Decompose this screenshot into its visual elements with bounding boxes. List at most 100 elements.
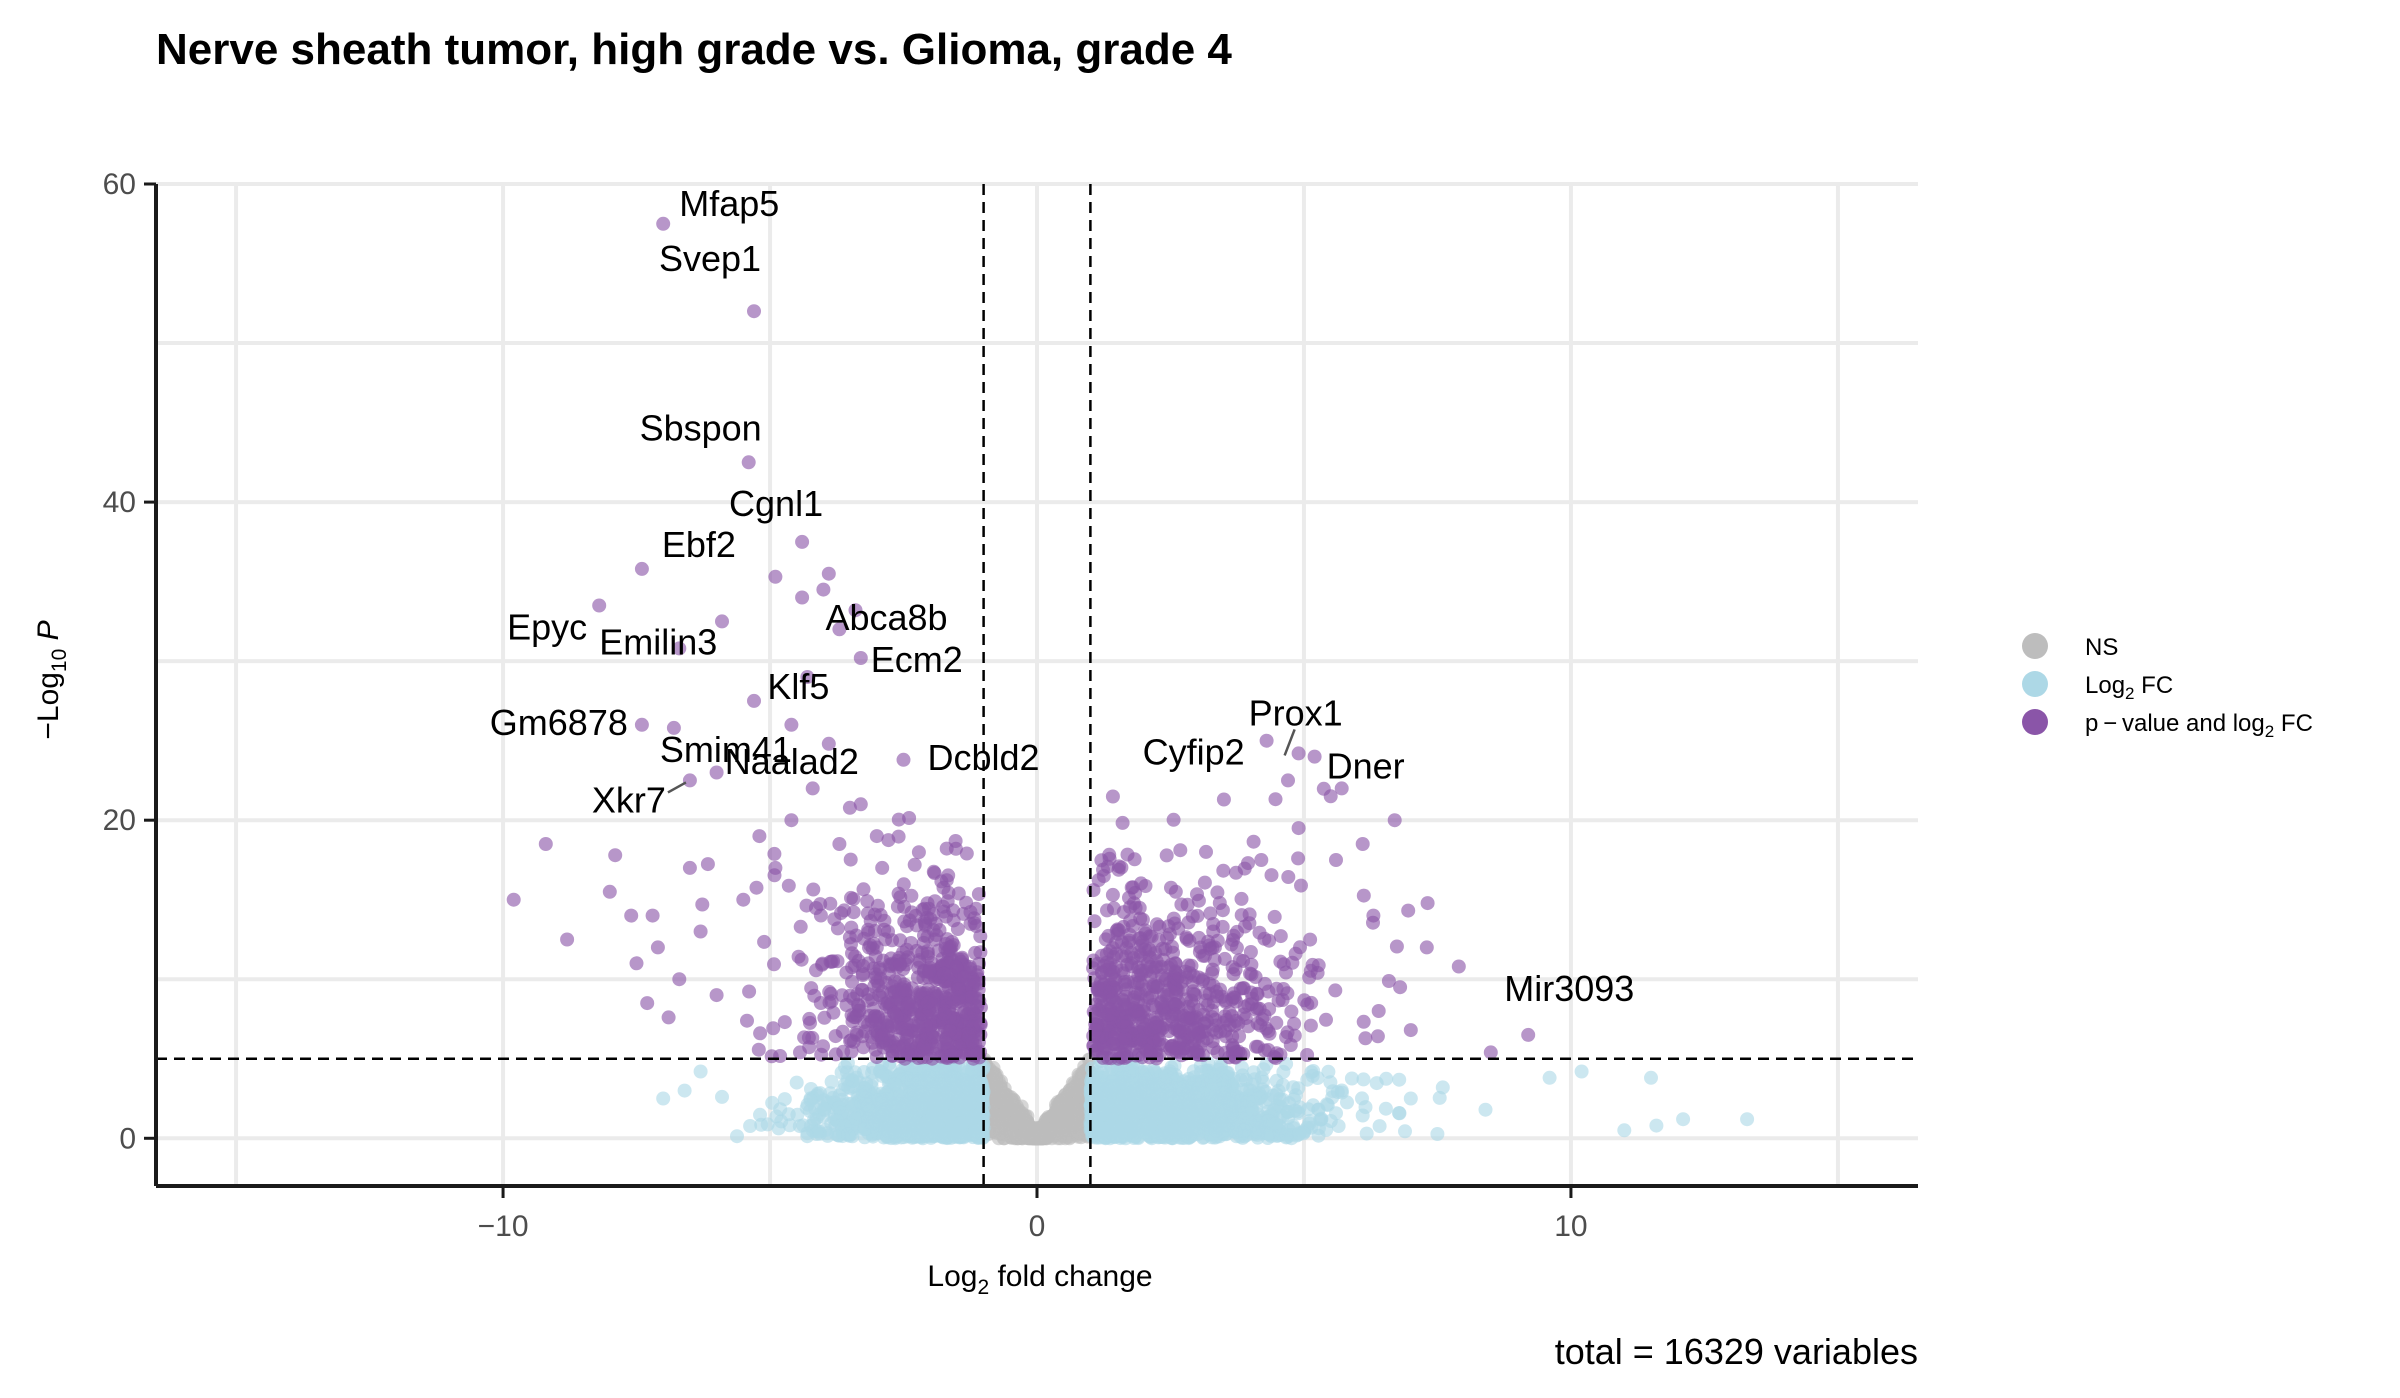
log2fc-point	[1392, 1106, 1407, 1121]
log2fc-point	[954, 1116, 968, 1131]
log2fc-point	[1276, 1064, 1291, 1079]
significant-point	[793, 919, 808, 934]
log2fc-point	[1227, 1123, 1242, 1138]
log2fc-point	[1372, 1119, 1387, 1134]
significant-point	[823, 896, 838, 911]
log2fc-point	[1235, 1082, 1250, 1097]
significant-point	[802, 1040, 817, 1055]
significant-point	[1303, 1018, 1318, 1033]
log2fc-point	[1251, 1125, 1266, 1140]
log2fc-point	[803, 1093, 818, 1108]
significant-point	[891, 829, 906, 844]
log2fc-point	[1617, 1123, 1632, 1138]
significant-point	[753, 1026, 768, 1041]
significant-point	[1212, 896, 1227, 910]
log2fc-point	[871, 1110, 886, 1124]
log2fc-point	[753, 1107, 767, 1122]
log2fc-point	[1378, 1101, 1393, 1116]
log2fc-point	[1138, 1070, 1152, 1085]
significant-point	[1328, 983, 1343, 998]
log2fc-point	[677, 1083, 692, 1098]
log2fc-point	[1392, 1072, 1407, 1087]
significant-point	[1389, 939, 1404, 954]
log2fc-point	[941, 1109, 956, 1124]
log2fc-point	[1110, 1123, 1125, 1138]
log2fc-point	[939, 1063, 954, 1078]
log2fc-point	[1359, 1126, 1374, 1141]
grid-lines	[156, 182, 1918, 1186]
ns-point	[1007, 1103, 1022, 1118]
log2fc-point	[1245, 1102, 1260, 1117]
significant-point	[751, 1042, 766, 1057]
significant-point	[1105, 789, 1120, 804]
chart-title: Nerve sheath tumor, high grade vs. Gliom…	[156, 25, 1232, 74]
ns-point	[1058, 1122, 1072, 1137]
significant-point	[1267, 909, 1282, 924]
log2fc-point	[902, 1116, 917, 1131]
significant-point	[881, 924, 895, 939]
log2fc-point	[1644, 1070, 1658, 1085]
log2fc-point	[834, 1105, 849, 1120]
log2fc-point	[916, 1122, 931, 1136]
log2fc-point	[1356, 1072, 1371, 1087]
log2fc-point	[1194, 1065, 1208, 1079]
significant-point	[1216, 863, 1231, 878]
log2fc-point	[1542, 1070, 1557, 1085]
log2fc-point	[1164, 1091, 1179, 1106]
log2fc-point	[960, 1064, 975, 1079]
log2fc-point	[1355, 1108, 1370, 1123]
log2fc-point	[656, 1091, 671, 1106]
significant-point	[830, 954, 845, 969]
log2fc-point	[1435, 1080, 1450, 1095]
log2fc-point	[875, 1068, 890, 1083]
ns-point	[995, 1095, 1010, 1109]
significant-point	[1284, 1004, 1299, 1019]
significant-point	[700, 857, 715, 872]
significant-point	[973, 929, 988, 944]
log2fc-point	[1574, 1064, 1589, 1079]
log2fc-point	[1142, 1116, 1157, 1131]
significant-point	[1401, 903, 1416, 918]
log2fc-point	[771, 1121, 786, 1136]
log2fc-point	[1323, 1114, 1338, 1128]
significant-point	[911, 845, 926, 860]
log2fc-point	[1275, 1092, 1290, 1107]
log2fc-point	[812, 1124, 827, 1139]
log2fc-point	[789, 1075, 804, 1090]
log2fc-point	[1256, 1062, 1271, 1077]
significant-point	[1243, 945, 1258, 959]
log2fc-point	[730, 1129, 744, 1144]
log2fc-point	[1159, 1069, 1174, 1084]
log2fc-point	[693, 1064, 708, 1079]
log2fc-point	[1261, 1113, 1276, 1128]
log2fc-point	[841, 1127, 856, 1142]
significant-point	[757, 934, 772, 949]
log2fc-point	[1676, 1112, 1691, 1127]
log2fc-point	[1478, 1102, 1493, 1117]
log2fc-point	[773, 1102, 788, 1117]
significant-point	[1098, 932, 1113, 947]
ns-point	[1071, 1067, 1086, 1082]
ns-point	[1063, 1097, 1077, 1112]
ns-point	[997, 1123, 1012, 1138]
log2fc-point	[1334, 1085, 1349, 1100]
ns-point	[988, 1079, 1002, 1094]
log2fc-point	[1291, 1081, 1306, 1096]
log2fc-point	[1292, 1126, 1307, 1141]
log2fc-point	[1311, 1102, 1326, 1117]
log2fc-point	[1163, 1125, 1178, 1140]
significant-point	[1281, 870, 1296, 884]
log2fc-point	[859, 1076, 874, 1091]
log2fc-point	[941, 1086, 956, 1101]
log2fc-point	[963, 1096, 977, 1111]
log2fc-point	[1398, 1124, 1412, 1139]
significant-point	[856, 882, 871, 897]
significant-point	[1086, 883, 1101, 898]
log2fc-point	[1310, 1071, 1325, 1085]
significant-point	[1356, 1014, 1371, 1029]
log2fc-point	[1740, 1112, 1755, 1127]
significant-point	[809, 963, 823, 978]
log2fc-point	[1430, 1127, 1445, 1141]
